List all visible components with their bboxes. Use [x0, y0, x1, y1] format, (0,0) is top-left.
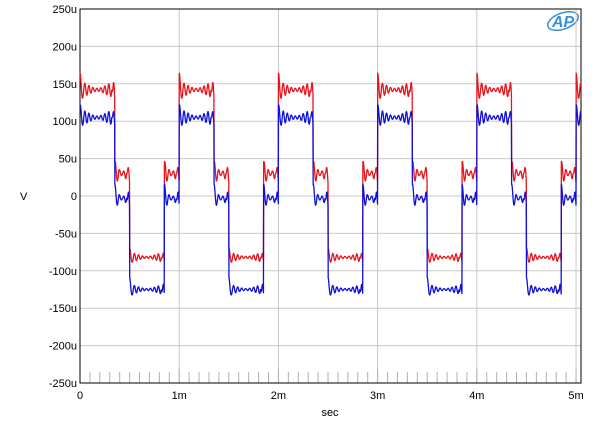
y-tick-label: -200u	[49, 341, 77, 353]
y-tick-label: 50u	[59, 154, 77, 166]
y-tick-label: -150u	[49, 303, 77, 315]
y-tick-label: 250u	[53, 4, 77, 16]
plot-frame	[79, 8, 582, 384]
series-line-1	[79, 104, 582, 296]
x-tick-label: 3m	[370, 390, 385, 402]
x-tick-label: 4m	[469, 390, 484, 402]
x-tick-label: 2m	[271, 390, 286, 402]
y-tick-label: -250u	[49, 378, 77, 390]
x-tick-label: 5m	[568, 390, 583, 402]
y-tick-label: 200u	[53, 41, 77, 53]
x-tick-labels: 0 1m 2m 3m 4m 5m	[77, 390, 584, 402]
logo: AP	[546, 10, 580, 32]
y-tick-label: -100u	[49, 266, 77, 278]
y-tick-label: -50u	[55, 228, 77, 240]
y-tick-label: 0	[71, 191, 77, 203]
logo-text: AP	[551, 14, 575, 31]
minor-ticks	[79, 369, 577, 383]
x-axis-label: sec	[321, 407, 339, 419]
logo-swoosh	[546, 10, 580, 32]
series-group	[79, 72, 582, 296]
y-tick-label: 150u	[53, 79, 77, 91]
y-tick-labels: 250u 200u 150u 100u 50u 0 -50u -100u -150u -200u -…	[49, 4, 77, 390]
y-axis-label: V	[20, 191, 28, 203]
series-line-0	[79, 72, 582, 263]
grid	[79, 8, 581, 384]
y-tick-label: 100u	[53, 116, 77, 128]
x-tick-label: 0	[77, 390, 83, 402]
x-tick-label: 1m	[172, 390, 187, 402]
